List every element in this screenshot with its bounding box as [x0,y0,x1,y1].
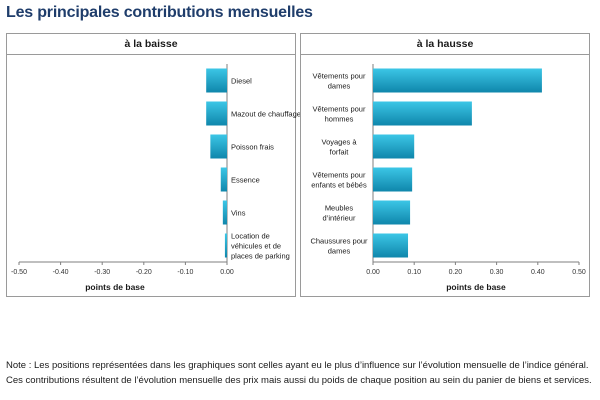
chart-increase: points de base 0.00 0.10 0.20 0.30 0.40 0.50 V… [310,64,586,292]
category-label: Vins [231,209,246,218]
category-label: Voyages à forfait [321,138,357,157]
xlabel-increase: points de base [446,282,506,292]
category-label: Poisson frais [231,143,274,152]
category-label: Vêtements pour dames [313,72,366,91]
bar [373,200,411,225]
x-tick-label: 0.00 [220,269,234,276]
category-label: Vêtements pour enfants et bébés [311,171,367,190]
x-tick-label: 0.50 [572,269,586,276]
category-label: Mazout de chauffage [231,110,301,119]
bar [373,101,472,126]
x-tick-label: 0.20 [449,269,463,276]
chart-panel-increase: à la hausse points de base 0.00 0.10 0.20 0… [300,33,590,297]
x-tick-label: 0.00 [366,269,380,276]
category-label: Essence [231,176,260,185]
x-tick-label: 0.10 [407,269,421,276]
bar [220,167,227,192]
bar [373,233,409,258]
chart-title-decrease: à la baisse [7,34,295,55]
bar [224,233,227,258]
x-tick-label: 0.40 [531,269,545,276]
bar [206,101,227,126]
x-tick-label: -0.10 [177,269,193,276]
x-tick-label: 0.30 [490,269,504,276]
bar [210,134,227,159]
xlabel-decrease: points de base [85,282,145,292]
bar [373,134,415,159]
x-tick-label: -0.20 [136,269,152,276]
page-title: Les principales contributions mensuelles [6,4,313,21]
bar [206,68,227,93]
x-tick-label: -0.30 [94,269,110,276]
category-label: Vêtements pour hommes [313,105,366,124]
bar [373,167,413,192]
category-label: Location de véhicules et de places de park… [231,232,290,261]
chart-decrease: points de base -0.50 -0.40 -0.30 -0.20 -0.10… [11,64,301,292]
bar [373,68,542,93]
x-tick-label: -0.50 [11,269,27,276]
bar [222,200,227,225]
category-label: Diesel [231,77,252,86]
category-label: Chaussures pour dames [310,237,368,256]
footnote: Note : Les positions représentées dans l… [6,360,592,386]
chart-title-increase: à la hausse [301,34,589,55]
category-label: Meubles d’intérieur [323,204,356,223]
chart-panel-decrease: à la baisse points de base -0.50 -0.40 -0.… [6,33,301,297]
x-tick-label: -0.40 [53,269,69,276]
